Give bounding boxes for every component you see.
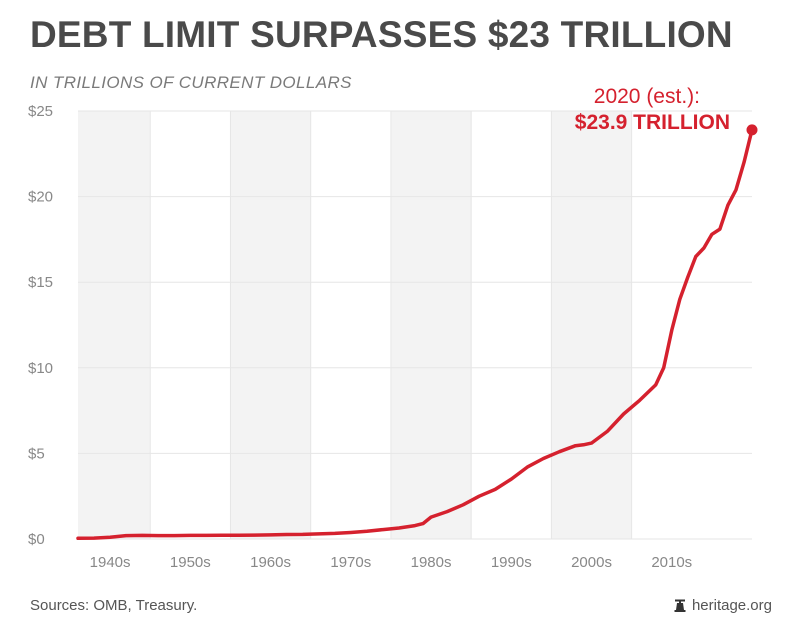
chart-subtitle: IN TRILLIONS OF CURRENT DOLLARS (30, 73, 352, 92)
brand-credit[interactable]: heritage.org (674, 597, 772, 614)
decade-band (390, 111, 472, 539)
y-tick-label: $15 (28, 274, 53, 291)
y-tick-label: $10 (28, 360, 53, 377)
x-tick-label: 1950s (170, 554, 211, 571)
decade-band (230, 111, 311, 539)
liberty-bell-icon (674, 599, 686, 612)
decade-band (551, 111, 632, 539)
annotation-year: 2020 (est.): (594, 85, 700, 108)
x-tick-label: 1980s (411, 554, 452, 571)
x-tick-label: 1960s (250, 554, 291, 571)
endpoint-marker (746, 124, 758, 136)
chart-title: DEBT LIMIT SURPASSES $23 TRILLION (30, 14, 733, 55)
brand-text: heritage.org (691, 597, 772, 614)
decade-band (471, 111, 552, 539)
x-tick-label: 1990s (491, 554, 532, 571)
x-tick-label: 2000s (571, 554, 612, 571)
y-tick-label: $20 (28, 189, 53, 206)
decade-band (78, 111, 151, 539)
x-tick-label: 2010s (651, 554, 692, 571)
y-tick-label: $0 (28, 531, 45, 548)
decade-band (310, 111, 391, 539)
decade-band (150, 111, 231, 539)
y-tick-label: $5 (28, 445, 45, 462)
x-tick-label: 1940s (90, 554, 131, 571)
x-tick-label: 1970s (330, 554, 371, 571)
decade-band (631, 111, 752, 539)
y-tick-label: $25 (28, 103, 53, 120)
debt-limit-line (76, 128, 754, 541)
sources-note: Sources: OMB, Treasury. (30, 597, 198, 614)
annotation-value: $23.9 TRILLION (575, 111, 730, 134)
